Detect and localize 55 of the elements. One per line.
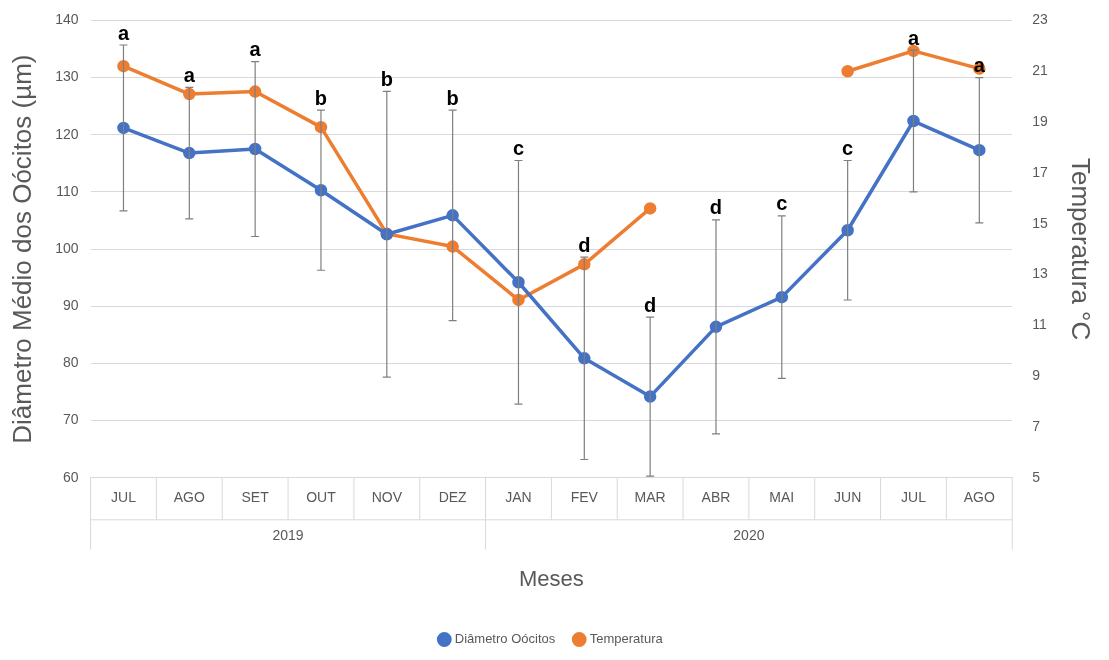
annotation: b (446, 86, 459, 109)
point (643, 202, 657, 215)
y-axis-title: Diâmetro Médio dos Oócitos (µm) (6, 54, 37, 444)
y-tick-label: 70 (62, 411, 79, 428)
x-tick-label: NOV (371, 489, 403, 506)
y2-tick-label: 23 (1032, 11, 1049, 28)
y2-tick-label: 17 (1032, 163, 1049, 180)
x-axis-title: Meses (518, 565, 584, 591)
annotation: b (314, 86, 328, 109)
annotation: b (380, 67, 393, 90)
x-tick-label: MAR (634, 489, 666, 506)
x-tick-label: OUT (306, 489, 337, 506)
y2-tick-label: 13 (1032, 265, 1049, 282)
annotation: a (249, 38, 262, 61)
x-tick-label: JUL (111, 489, 137, 506)
y-tick-label: 110 (56, 182, 79, 199)
annotation: c (776, 192, 788, 215)
annotation: d (644, 293, 657, 316)
annotation: a (117, 21, 130, 44)
legend-label: Temperatura (589, 631, 664, 647)
y2-tick-label: 5 (1032, 468, 1041, 485)
y-tick-label: 90 (62, 297, 79, 314)
y2-tick-label: 15 (1032, 214, 1049, 231)
x-tick-label: JAN (505, 489, 532, 506)
x-tick-label: AGO (963, 489, 995, 506)
y2-tick-label: 7 (1032, 417, 1041, 434)
y2-tick-label: 9 (1032, 367, 1041, 384)
y-tick-label: 80 (62, 354, 79, 371)
x-tick-label: AGO (173, 489, 205, 506)
y2-tick-label: 19 (1032, 112, 1049, 129)
y-tick-label: 60 (62, 468, 79, 485)
y-tick-label: 140 (55, 11, 79, 28)
annotation: c (512, 136, 525, 159)
annotation: d (578, 233, 591, 256)
text: 2019 (272, 526, 304, 543)
x-tick-label: JUL (901, 489, 927, 506)
x-tick-label: FEV (570, 489, 599, 506)
point (841, 64, 854, 78)
annotation: a (183, 63, 196, 86)
text: 2020 (733, 526, 765, 543)
x-tick-label: MAI (769, 489, 795, 506)
annotation: a (907, 26, 920, 49)
y2-tick-label: 21 (1032, 62, 1049, 79)
x-tick-label: JUN (834, 489, 862, 506)
y2-axis-title: Temperatura °C (1066, 157, 1097, 341)
legend-label: Diâmetro Oócitos (454, 631, 556, 647)
y2-tick-label: 11 (1032, 316, 1047, 333)
x-tick-label: DEZ (438, 489, 468, 506)
annotation: c (842, 136, 854, 159)
annotation: d (709, 196, 723, 219)
y-tick-label: 100 (55, 239, 79, 256)
y-tick-label: 120 (55, 125, 79, 142)
x-tick-label: ABR (701, 489, 731, 506)
x-tick-label: SET (241, 489, 270, 506)
y-tick-label: 130 (55, 68, 79, 85)
